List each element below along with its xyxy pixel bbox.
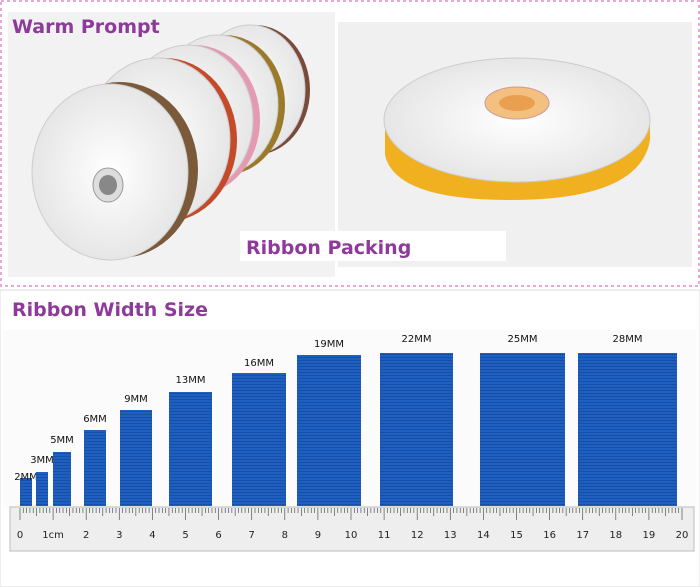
ribbon — [84, 430, 106, 506]
photo-yellow-spool — [338, 22, 692, 267]
ribbon — [53, 452, 71, 506]
ruler-label: 16 — [543, 530, 556, 541]
ribbon-label: 2MM — [14, 472, 38, 483]
ribbon-label: 25MM — [508, 334, 538, 345]
ribbon — [20, 478, 32, 506]
ruler-label: 0 — [17, 530, 23, 541]
ribbon-label: 13MM — [176, 375, 206, 386]
ruler-label: 1cm — [42, 530, 64, 541]
ruler-label: 3 — [116, 530, 122, 541]
ribbon — [36, 472, 48, 506]
ruler-label: 9 — [315, 530, 321, 541]
packing-label-box — [240, 231, 506, 261]
ruler-label: 10 — [345, 530, 358, 541]
width-title: Ribbon Width Size — [12, 299, 208, 321]
ruler-label: 13 — [444, 530, 457, 541]
ribbon-label: 22MM — [402, 334, 432, 345]
ribbon-label: 6MM — [83, 414, 107, 425]
ruler-label: 15 — [510, 530, 523, 541]
ribbon-label: 9MM — [124, 394, 148, 405]
ribbon-label: 28MM — [613, 334, 643, 345]
ruler-label: 6 — [215, 530, 221, 541]
header-title: Warm Prompt — [12, 16, 160, 38]
ribbon — [578, 353, 677, 506]
ruler-label: 18 — [609, 530, 622, 541]
ruler-label: 4 — [149, 530, 155, 541]
ribbon — [480, 353, 565, 506]
ruler-label: 17 — [576, 530, 589, 541]
ribbon — [297, 355, 361, 506]
ribbon-label: 3MM — [30, 455, 54, 466]
ruler-label: 12 — [411, 530, 424, 541]
ruler-label: 19 — [643, 530, 656, 541]
ruler-label: 2 — [83, 530, 89, 541]
packing-label: Ribbon Packing — [246, 237, 411, 259]
photo-spools — [8, 12, 335, 277]
ribbon — [232, 373, 286, 506]
ribbon-label: 19MM — [314, 339, 344, 350]
ruler-label: 5 — [182, 530, 188, 541]
ruler — [9, 506, 695, 552]
ribbon-label: 16MM — [244, 358, 274, 369]
ruler-label: 20 — [676, 530, 689, 541]
ruler-label: 14 — [477, 530, 490, 541]
ruler-label: 11 — [378, 530, 391, 541]
ribbon — [380, 353, 453, 506]
ribbon — [120, 410, 152, 506]
ribbon-label: 5MM — [50, 435, 74, 446]
ruler-label: 8 — [282, 530, 288, 541]
ribbon — [169, 392, 212, 506]
ruler-label: 7 — [249, 530, 255, 541]
